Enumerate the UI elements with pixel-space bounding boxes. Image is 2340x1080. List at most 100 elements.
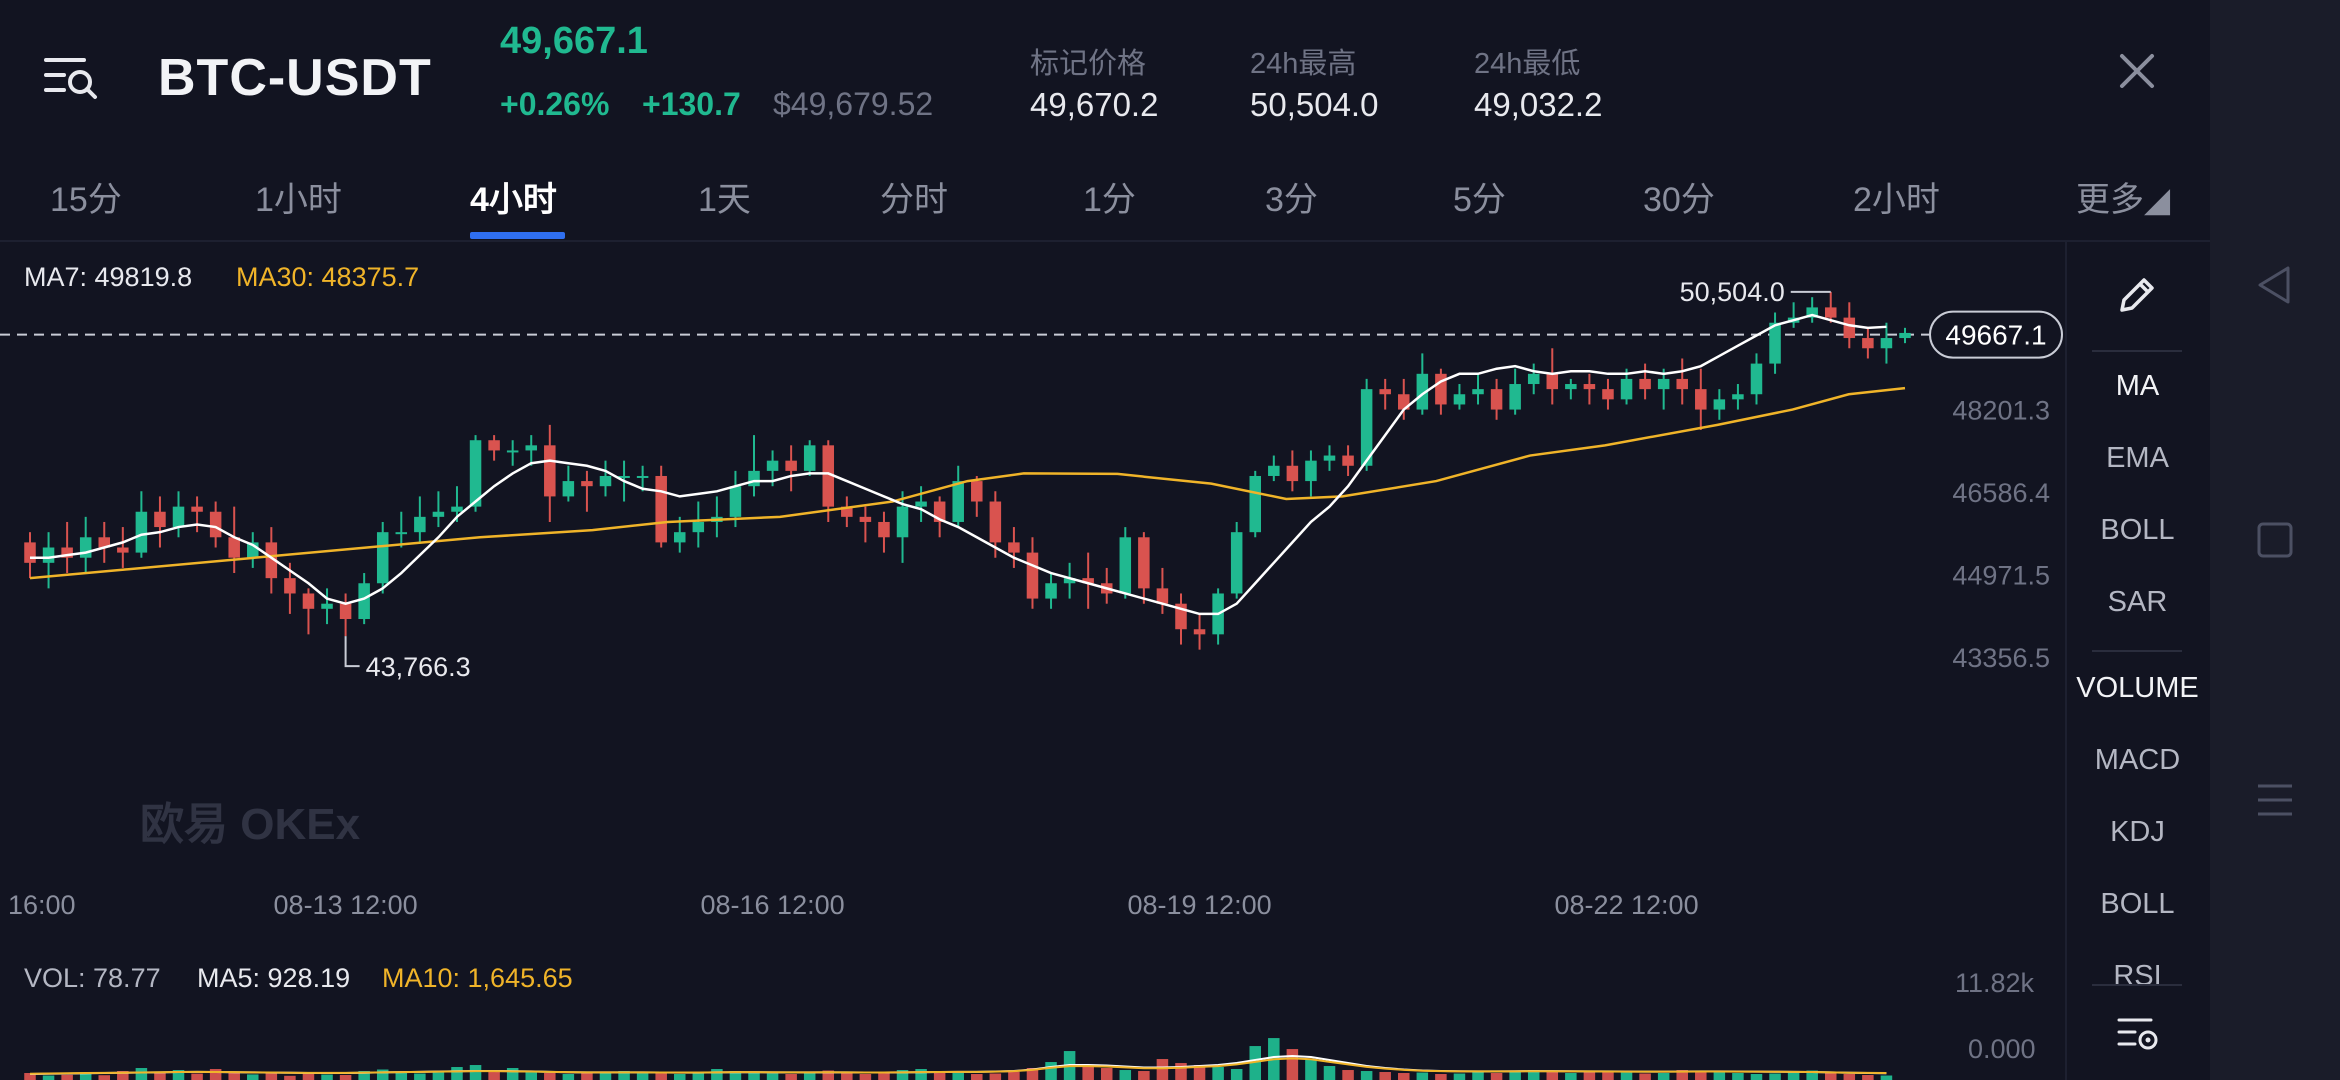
candle bbox=[952, 465, 964, 528]
candle bbox=[469, 435, 482, 512]
candle bbox=[191, 496, 203, 533]
tab-2h[interactable]: 2小时 bbox=[1853, 181, 1940, 219]
tab-5m[interactable]: 5分 bbox=[1453, 181, 1506, 219]
change-percent: +0.26% bbox=[500, 86, 610, 122]
candle-body bbox=[1305, 460, 1317, 482]
tab-3m[interactable]: 3分 bbox=[1265, 181, 1318, 219]
volume-bar bbox=[339, 1075, 352, 1080]
tab-timeline[interactable]: 分时 bbox=[880, 181, 948, 219]
volume-bar bbox=[636, 1073, 649, 1080]
menu-search-icon[interactable] bbox=[40, 48, 100, 108]
pencil-icon[interactable] bbox=[2112, 270, 2162, 320]
chart-settings-icon[interactable] bbox=[2115, 1012, 2161, 1058]
indicator-boll-sub[interactable]: BOLL bbox=[2100, 888, 2175, 920]
volume-bar bbox=[1713, 1072, 1726, 1080]
candle-body bbox=[1620, 378, 1633, 400]
volume-bar bbox=[1416, 1072, 1429, 1080]
candle bbox=[1026, 537, 1039, 609]
candle bbox=[1676, 358, 1688, 405]
indicator-kdj[interactable]: KDJ bbox=[2110, 816, 2165, 848]
indicator-divider-3 bbox=[2092, 984, 2182, 986]
candle-body bbox=[1806, 307, 1818, 318]
indicator-boll[interactable]: BOLL bbox=[2100, 514, 2175, 546]
tab-1d[interactable]: 1天 bbox=[698, 181, 751, 219]
candle bbox=[933, 496, 946, 538]
back-triangle-icon[interactable] bbox=[2252, 262, 2298, 308]
candle-body bbox=[766, 460, 779, 471]
indicator-volume[interactable]: VOLUME bbox=[2076, 672, 2199, 704]
indicator-ma[interactable]: MA bbox=[2115, 370, 2160, 402]
volume-bar bbox=[154, 1071, 166, 1080]
high-marker-label: 50,504.0 bbox=[1680, 277, 1785, 307]
candle-body bbox=[692, 521, 705, 533]
usd-price: $49,679.52 bbox=[773, 86, 934, 122]
candle bbox=[61, 521, 73, 574]
candle-body bbox=[673, 532, 686, 543]
candle-body bbox=[1565, 384, 1577, 390]
tab-30m[interactable]: 30分 bbox=[1643, 181, 1715, 219]
candle bbox=[395, 511, 408, 548]
volume-bar bbox=[1305, 1059, 1317, 1080]
volume-bar bbox=[24, 1073, 36, 1080]
candle-body bbox=[1453, 394, 1466, 405]
candle bbox=[1100, 567, 1113, 604]
candle bbox=[1398, 378, 1410, 420]
candle-body bbox=[952, 481, 964, 522]
candle-body bbox=[1193, 629, 1206, 635]
x-tick-label: 16:00 bbox=[8, 890, 76, 920]
candle-body bbox=[1676, 378, 1688, 390]
candle bbox=[1899, 327, 1911, 344]
candle bbox=[117, 527, 129, 568]
candle bbox=[1862, 327, 1874, 359]
candle-body bbox=[618, 475, 630, 478]
candle bbox=[692, 501, 705, 548]
volume-bar bbox=[841, 1073, 853, 1080]
candle bbox=[302, 588, 315, 635]
volume-bar bbox=[915, 1069, 927, 1080]
candle-body bbox=[451, 506, 463, 512]
candle bbox=[1082, 552, 1094, 609]
volume-bar bbox=[525, 1071, 537, 1080]
candle-body bbox=[1769, 322, 1781, 364]
indicator-macd[interactable]: MACD bbox=[2094, 744, 2181, 776]
candle-body bbox=[1602, 389, 1614, 400]
candle bbox=[878, 511, 890, 553]
candle-body bbox=[785, 460, 797, 471]
tab-4h[interactable]: 4小时 bbox=[470, 181, 557, 219]
change-amount: +130.7 bbox=[642, 86, 741, 122]
candle-body bbox=[358, 583, 370, 620]
tab-1h[interactable]: 1小时 bbox=[255, 181, 342, 219]
volume-bar bbox=[1082, 1065, 1094, 1080]
indicator-sar[interactable]: SAR bbox=[2107, 586, 2168, 618]
candle-body bbox=[469, 440, 482, 507]
volume-bar bbox=[971, 1074, 983, 1080]
candle bbox=[414, 496, 426, 543]
volume-bars bbox=[24, 1038, 1893, 1080]
tab-more[interactable]: 更多◢ bbox=[2076, 181, 2171, 219]
close-icon[interactable] bbox=[2110, 44, 2164, 98]
candle bbox=[1824, 291, 1837, 323]
current-price-tag: 49667.1 bbox=[1929, 310, 2063, 359]
candle-body bbox=[117, 547, 129, 553]
indicator-divider bbox=[2092, 350, 2182, 352]
volume-bar bbox=[1119, 1070, 1132, 1080]
candle-body bbox=[1546, 373, 1559, 390]
candle-body bbox=[803, 445, 816, 471]
volume-bar bbox=[1100, 1068, 1113, 1080]
candle bbox=[1732, 384, 1744, 410]
y-tick-label: 43356.5 bbox=[1952, 643, 2050, 673]
candle bbox=[1787, 302, 1800, 328]
home-square-icon[interactable] bbox=[2255, 520, 2295, 560]
candle-body bbox=[562, 481, 575, 497]
volume-bar bbox=[748, 1073, 760, 1080]
candle-body bbox=[265, 542, 278, 579]
recents-lines-icon[interactable] bbox=[2254, 780, 2296, 820]
volume-bar bbox=[785, 1074, 797, 1080]
volume-bar bbox=[284, 1075, 296, 1080]
candle bbox=[1175, 593, 1187, 645]
tab-15m[interactable]: 15分 bbox=[50, 181, 122, 219]
tab-1m[interactable]: 1分 bbox=[1083, 181, 1136, 219]
indicator-ema[interactable]: EMA bbox=[2106, 442, 2169, 474]
